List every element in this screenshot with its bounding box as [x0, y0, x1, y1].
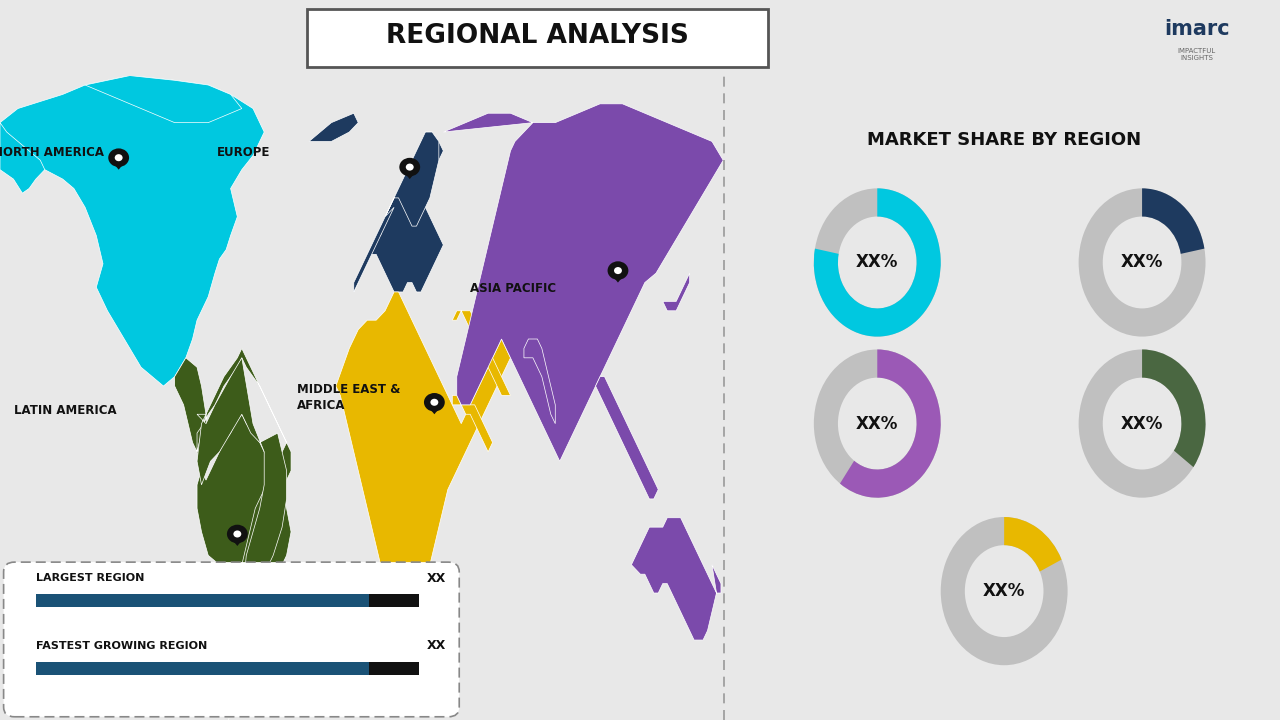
- Circle shape: [109, 148, 129, 167]
- Text: XX%: XX%: [856, 415, 899, 433]
- Polygon shape: [524, 339, 556, 423]
- Polygon shape: [595, 377, 658, 499]
- Text: FASTEST GROWING REGION: FASTEST GROWING REGION: [36, 641, 207, 651]
- Wedge shape: [941, 517, 1068, 665]
- Polygon shape: [0, 76, 264, 386]
- Text: imarc: imarc: [1164, 19, 1230, 39]
- Polygon shape: [385, 132, 439, 226]
- Text: ASIA PACIFIC: ASIA PACIFIC: [470, 282, 557, 294]
- Polygon shape: [425, 402, 444, 414]
- Polygon shape: [197, 358, 287, 720]
- FancyBboxPatch shape: [4, 562, 460, 717]
- Polygon shape: [84, 76, 242, 122]
- Wedge shape: [1079, 189, 1206, 336]
- Text: NORTH AMERICA: NORTH AMERICA: [0, 146, 104, 159]
- Circle shape: [233, 531, 242, 538]
- Polygon shape: [452, 395, 493, 452]
- Bar: [36, 594, 369, 607]
- Text: IMPACTFUL
INSIGHTS: IMPACTFUL INSIGHTS: [1178, 48, 1216, 61]
- Polygon shape: [174, 348, 291, 715]
- Polygon shape: [228, 534, 247, 546]
- Wedge shape: [814, 189, 941, 336]
- Circle shape: [424, 393, 444, 412]
- Polygon shape: [335, 292, 511, 649]
- Wedge shape: [1004, 517, 1061, 572]
- Text: XX: XX: [426, 639, 445, 652]
- Circle shape: [608, 261, 628, 280]
- Text: XX%: XX%: [1121, 253, 1164, 271]
- Polygon shape: [608, 271, 628, 282]
- Polygon shape: [631, 518, 721, 640]
- Text: XX%: XX%: [1121, 415, 1164, 433]
- Text: LARGEST REGION: LARGEST REGION: [36, 573, 145, 583]
- Bar: [369, 594, 420, 607]
- Circle shape: [227, 525, 248, 544]
- Text: XX%: XX%: [856, 253, 899, 271]
- Polygon shape: [109, 158, 128, 170]
- Polygon shape: [753, 640, 765, 668]
- Polygon shape: [663, 273, 690, 311]
- Text: LATIN AMERICA: LATIN AMERICA: [14, 404, 116, 417]
- Circle shape: [614, 267, 622, 274]
- Circle shape: [406, 163, 413, 171]
- Wedge shape: [1079, 349, 1206, 498]
- Wedge shape: [1142, 349, 1206, 467]
- Polygon shape: [353, 132, 443, 292]
- Polygon shape: [399, 167, 420, 179]
- Polygon shape: [353, 207, 394, 292]
- Wedge shape: [814, 349, 941, 498]
- Circle shape: [115, 154, 123, 161]
- Text: EUROPE: EUROPE: [216, 146, 270, 159]
- Circle shape: [399, 158, 420, 176]
- Polygon shape: [452, 311, 511, 395]
- FancyBboxPatch shape: [307, 9, 768, 66]
- Text: MARKET SHARE BY REGION: MARKET SHARE BY REGION: [867, 131, 1142, 149]
- Wedge shape: [1142, 189, 1204, 254]
- Wedge shape: [840, 349, 941, 498]
- Text: MIDDLE EAST &
AFRICA: MIDDLE EAST & AFRICA: [297, 383, 399, 413]
- Polygon shape: [308, 113, 358, 141]
- Text: REGIONAL ANALYSIS: REGIONAL ANALYSIS: [387, 22, 689, 48]
- Polygon shape: [443, 104, 723, 462]
- Text: XX%: XX%: [983, 582, 1025, 600]
- Bar: [369, 662, 420, 675]
- Text: XX: XX: [426, 572, 445, 585]
- Polygon shape: [0, 122, 45, 193]
- Circle shape: [430, 399, 438, 406]
- Bar: [36, 662, 369, 675]
- Wedge shape: [814, 189, 941, 336]
